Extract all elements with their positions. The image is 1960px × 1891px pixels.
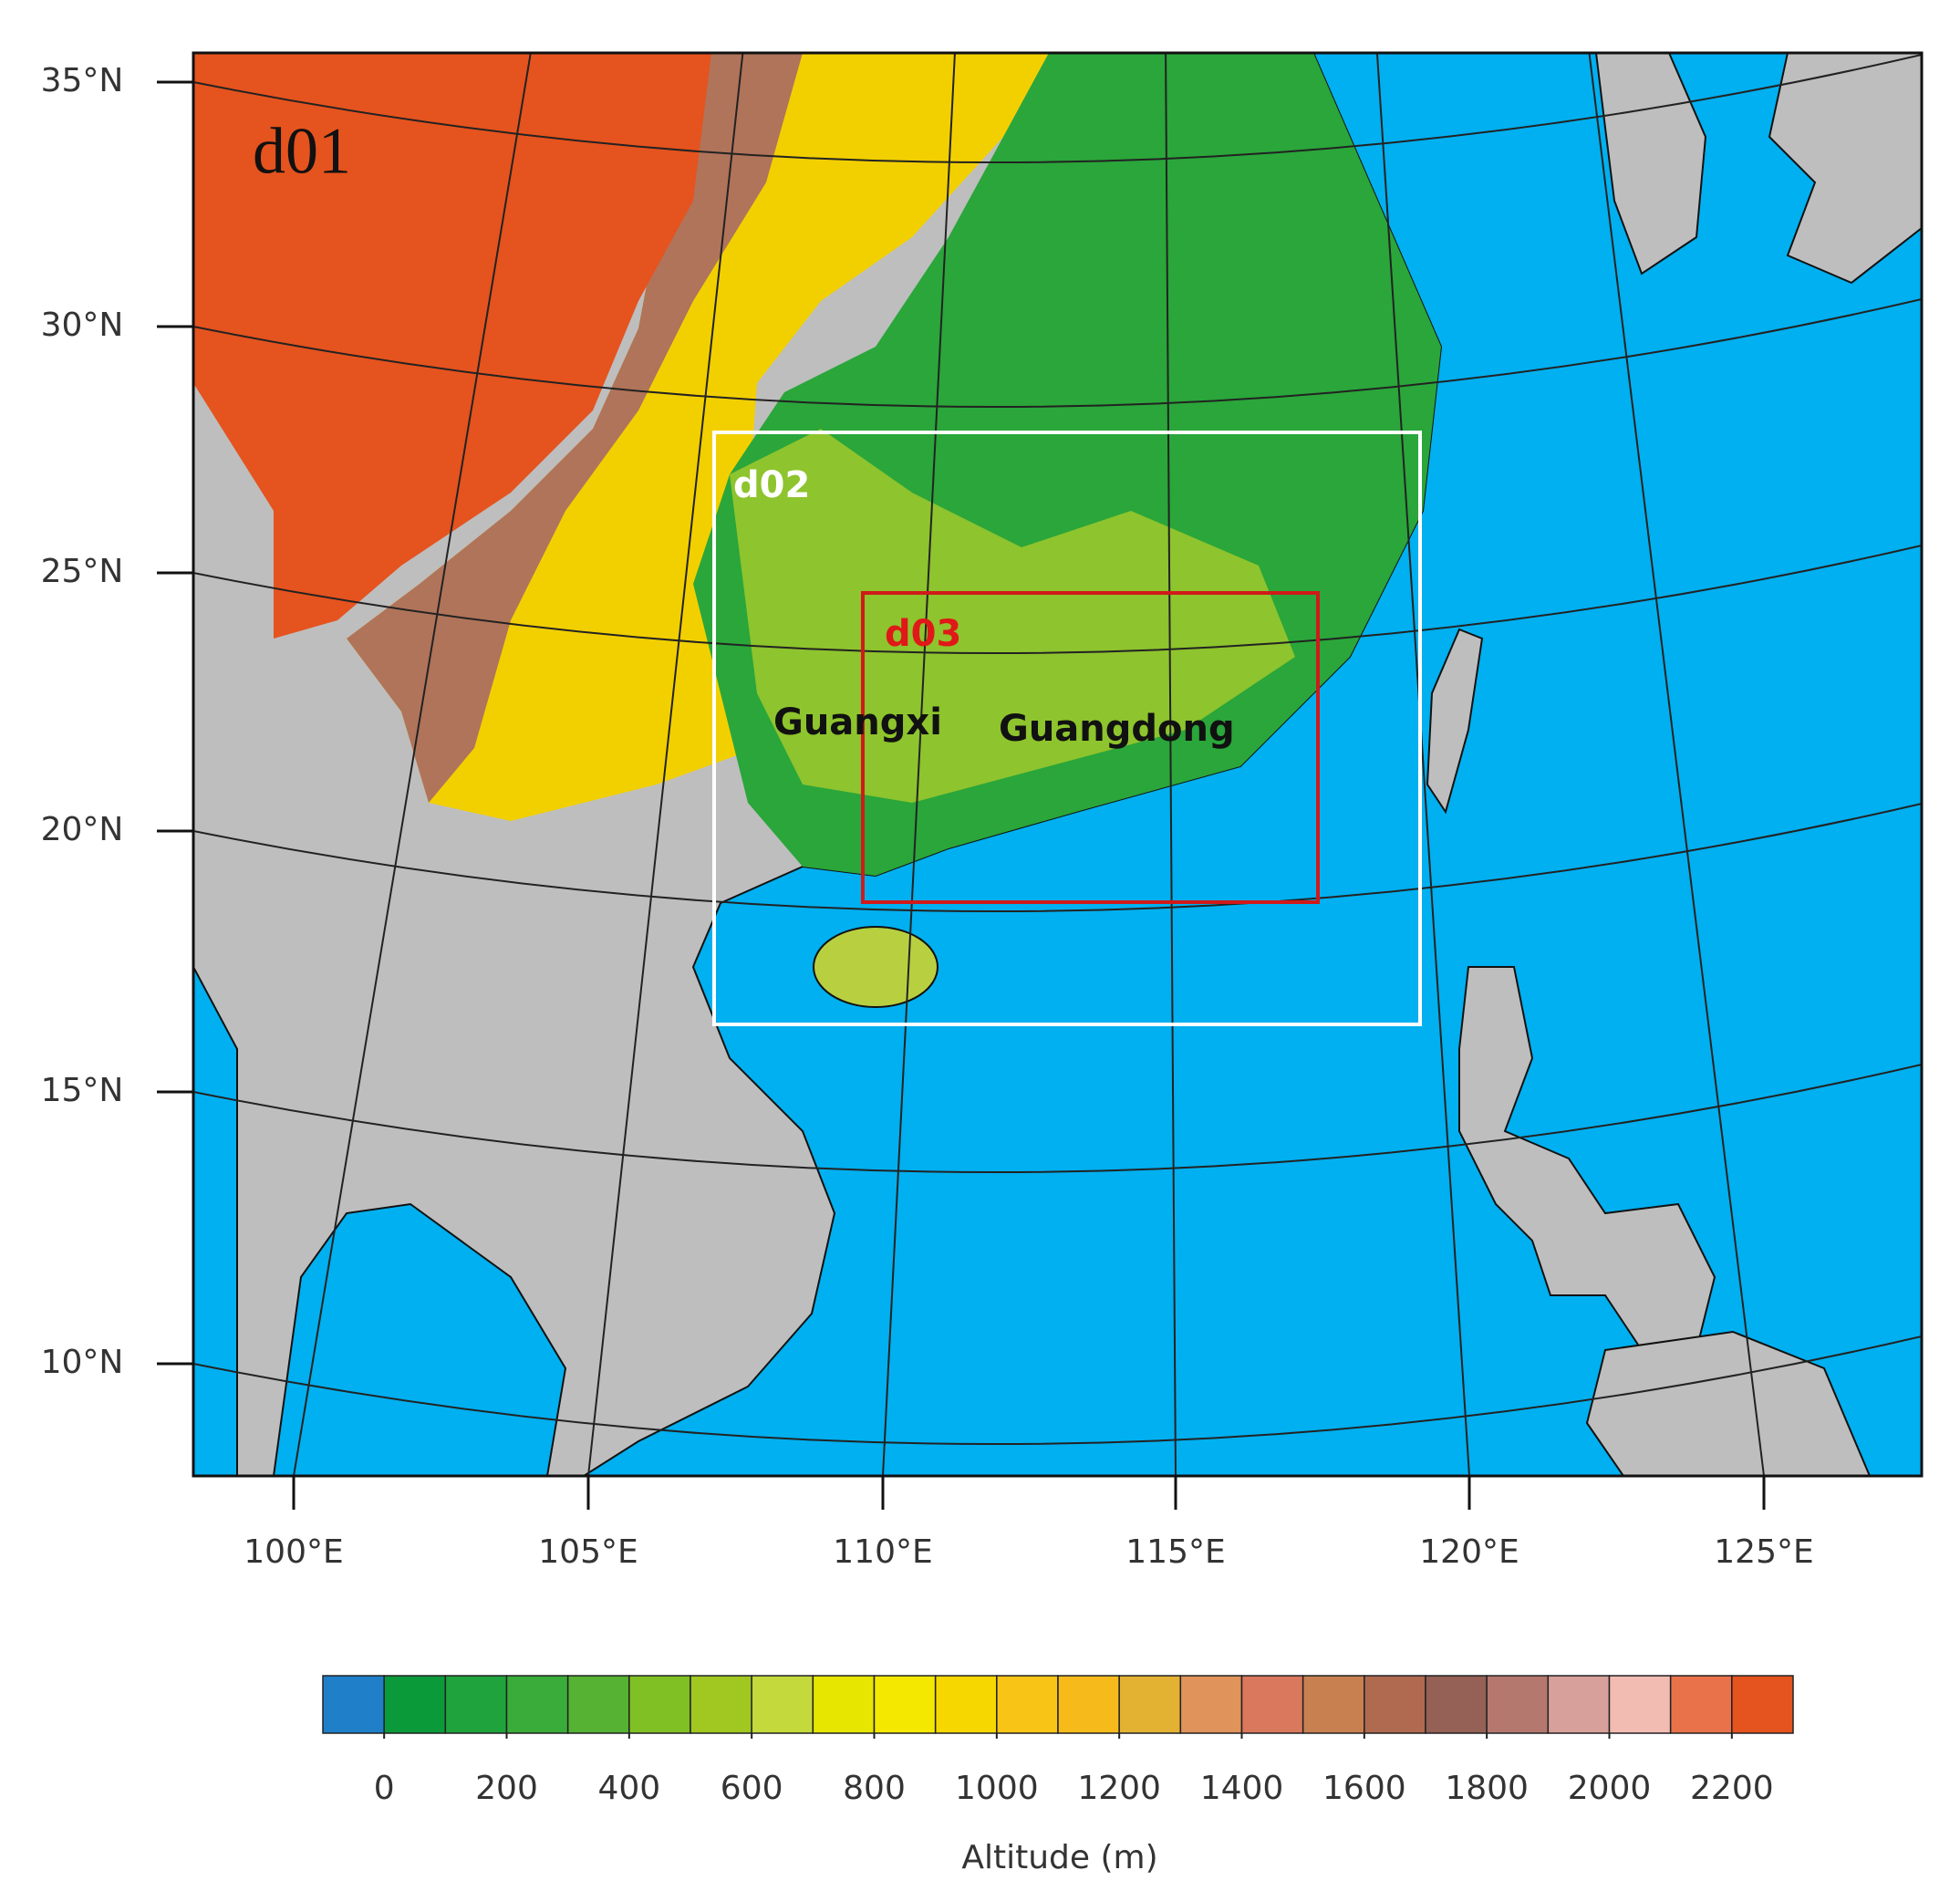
japan [1768,53,1922,285]
parallel [193,54,1922,164]
parallel [193,298,1922,409]
colorbar-cell [1425,1675,1488,1734]
terrain-red [193,53,711,639]
colorbar-cell [751,1675,814,1734]
colorbar-cell [873,1675,937,1734]
colorbar-cell [1608,1675,1672,1734]
colorbar-cell [444,1675,508,1734]
domain-label: d03 [885,613,961,655]
colorbar-cell [1118,1675,1182,1734]
colorbar: 0 200 400 600 800 1000 1200 1400 1600 1800 2000 220… [322,1675,1794,1876]
colorbar-cell [1240,1675,1304,1734]
meridian [1165,53,1177,1476]
lat-label: 15°N [41,1072,124,1109]
lat-label: 25°N [41,553,124,590]
colorbar-cell [1731,1675,1794,1734]
meridian [882,53,956,1476]
lon-label: 110°E [833,1533,932,1571]
hainan [813,926,939,1008]
colorbar-cell [566,1675,630,1734]
meridian [1375,53,1470,1476]
domain-d03 [861,591,1320,904]
parallel [193,803,1922,913]
colorbar-cell [1486,1675,1550,1734]
colorbar-label: 1400 [1200,1770,1284,1807]
colorbar-cell [1364,1675,1426,1734]
meridian [293,53,532,1476]
lon-label: 100°E [244,1533,343,1571]
parallel [193,1064,1922,1174]
terrain-yellow [347,53,1049,821]
terrain-lightgreen [730,429,1295,803]
graticule [193,53,1922,1476]
colorbar-cell [996,1675,1059,1734]
colorbar-title: Altitude (m) [961,1839,1157,1876]
lat-label: 10°N [41,1344,124,1381]
colorbar-cell [505,1675,569,1734]
lon-label: 115°E [1125,1533,1225,1571]
colorbar-label: 1200 [1077,1770,1161,1807]
colorbar-cell [1669,1675,1733,1734]
colorbar-label: 2200 [1690,1770,1774,1807]
colorbar-cell [812,1675,876,1734]
lon-label: 105°E [538,1533,638,1571]
region-label: Guangxi [773,701,942,743]
domain-label: d01 [253,115,351,188]
parallel [193,1335,1922,1446]
colorbar-cell [1301,1675,1365,1734]
colorbar-cell [628,1675,691,1734]
colorbar-cell [322,1675,385,1734]
region-label: Guangdong [999,708,1235,750]
philippines-south [1585,1330,1872,1476]
colorbar-label: 1000 [955,1770,1039,1807]
colorbar-cell [1057,1675,1120,1734]
colorbar-cell [1179,1675,1243,1734]
colorbar-cell [934,1675,998,1734]
lat-label: 35°N [41,62,124,99]
map-area: d01 d02 d03 Guangxi Guangdong [193,53,1922,1476]
taiwan [1426,628,1484,815]
colorbar-label: 1600 [1322,1770,1406,1807]
axes: 35°N 30°N 25°N 20°N 15°N 10°N 100°E 105°E 110°E 1… [41,62,1814,1571]
colorbar-label: 1800 [1445,1770,1529,1807]
lon-label: 120°E [1419,1533,1519,1571]
terrain-brown [347,53,803,803]
lat-label: 20°N [41,811,124,848]
parallel [193,545,1922,655]
meridian [1588,53,1765,1476]
map-frame [192,51,1924,1478]
korea [1594,53,1707,275]
domain-label: d02 [733,464,810,506]
colorbar-label: 600 [721,1770,783,1807]
domain-d02 [712,431,1422,1026]
colorbar-cell [690,1675,752,1734]
lat-label: 30°N [41,307,124,344]
lon-label: 125°E [1714,1533,1813,1571]
colorbar-label: 0 [374,1770,395,1807]
colorbar-cell [383,1675,447,1734]
colorbar-label: 200 [475,1770,538,1807]
colorbar-cell [1547,1675,1611,1734]
colorbar-label: 800 [843,1770,906,1807]
colorbar-label: 2000 [1568,1770,1652,1807]
meridian [587,53,744,1476]
colorbar-label: 400 [597,1770,660,1807]
